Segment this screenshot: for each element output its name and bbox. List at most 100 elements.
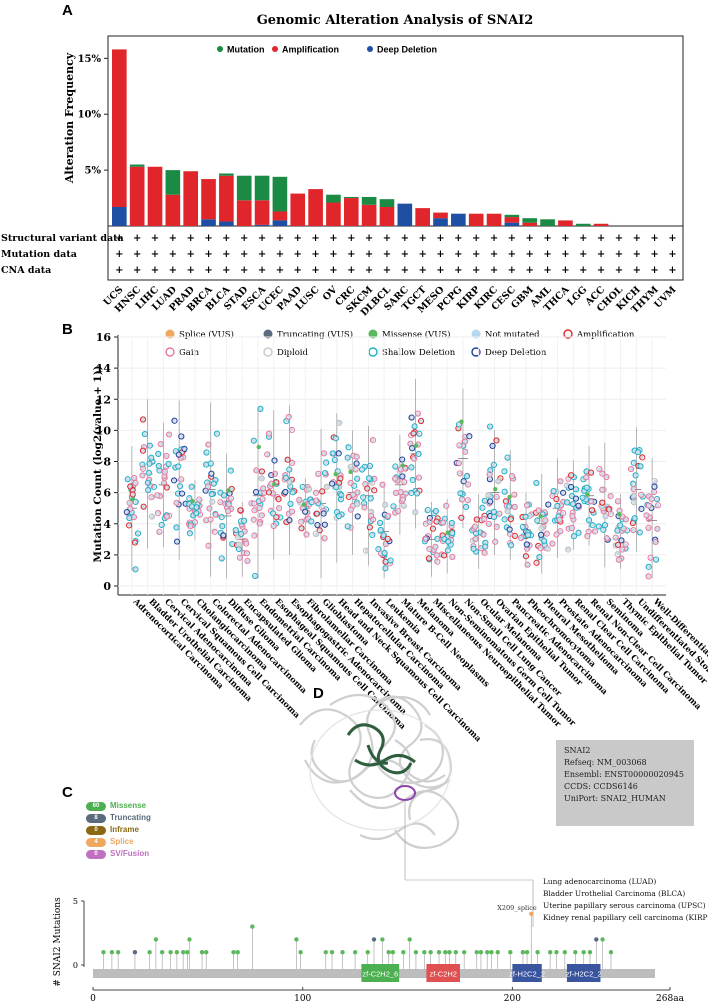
b-legend-swatch [563,329,573,339]
b-point-cna [540,537,548,544]
b-point-notmutated [570,514,575,519]
gene-info-box: SNAI2 Refseq: NM_003068 Ensembl: ENST000… [556,740,694,826]
b-point-cna [444,547,451,554]
b-point-cna [253,467,260,474]
b-point-cna [265,430,273,437]
b-ytick-label: 2 [103,549,111,562]
b-point-cna [493,523,500,530]
a-row-plus: + [508,265,516,276]
a-row-plus: + [508,233,516,244]
a-row-plus: + [294,265,302,276]
b-point-cna [157,441,164,448]
a-row-plus: + [650,265,658,276]
b-point-cna [654,502,662,509]
b-point-cna [614,551,621,558]
b-point-missense [538,514,543,519]
b-point-cna [487,467,494,474]
c-domain-label: zf-H2C2_2 [566,970,602,979]
a-bar-segment [361,196,377,205]
b-point-cna [375,546,382,553]
b-point-notmutated [288,502,293,507]
c-xtick-label: 0 [90,994,96,1004]
c-lollipop-head [529,911,534,916]
b-point-notmutated [545,546,550,552]
b-point-cna [227,467,234,474]
a-row-plus: + [472,233,480,244]
b-point-notmutated [353,461,359,466]
a-row-plus: + [401,233,409,244]
b-point-cna [362,547,370,554]
b-point-cna [462,503,470,510]
c-lollipop-head [390,950,396,955]
c-lollipop-head [413,950,419,955]
c-lollipop-head [180,950,186,955]
panel-a-data-rows: + + + + + + + + + + + + + + + + + + + + + + + + + + + + + + + + + + + + + + + +… [1,233,677,276]
b-point-cna [173,499,180,506]
c-lollipop-head [489,950,494,955]
c-lollipop-head [160,950,165,955]
b-point-cna [599,470,606,477]
b-point-cna [519,523,526,531]
b-point-cna [145,469,152,476]
panel-d: D [299,685,534,927]
b-point-cna [583,484,590,491]
a-row-plus: + [633,249,641,260]
a-row-plus: + [508,249,516,260]
b-point-cna [652,538,659,546]
a-row-plus: + [169,233,177,244]
a-row-plus: + [258,249,266,260]
c-lollipop-head [535,950,540,955]
b-point-notmutated [629,467,634,472]
b-point-cna [347,463,354,470]
b-point-cna [647,554,654,561]
b-point-missense [585,492,590,497]
b-point-missense [272,482,277,487]
b-legend-swatch [368,347,378,357]
b-point-cna [504,454,511,461]
b-point-missense [130,497,135,502]
c-legend-count: 0 [86,849,106,859]
a-row-plus: + [133,265,141,276]
b-point-cna [257,405,264,412]
b-point-cna [479,504,486,511]
b-point-cna [439,519,447,526]
b-point-notmutated [465,482,470,487]
b-point-cna [298,525,305,532]
b-point-cna [638,505,645,512]
b-point-cna [457,490,464,497]
b-point-cna [170,477,178,484]
c-legend-row: 60 Missense [86,800,151,812]
a-row-plus: + [597,249,605,260]
b-point-notmutated [156,451,161,457]
b-point-cna [284,456,291,463]
b-point-cna [285,413,292,421]
a-row-plus: + [240,233,248,244]
a-row-plus: + [311,233,319,244]
b-point-cna [557,478,564,485]
b-point-cna [632,472,639,479]
a-row-label: CNA data [1,265,51,276]
a-row-plus: + [115,265,123,276]
b-point-cna [298,518,305,525]
c-xtick-label: 100 [294,994,311,1004]
b-point-notmutated [471,546,477,552]
c-lollipop-head [524,950,530,955]
a-bar-segment [254,224,270,226]
a-row-plus: + [186,233,194,244]
a-bar-segment [129,166,145,226]
b-point-notmutated [203,462,209,467]
b-point-notmutated [615,527,620,533]
b-point-notmutated [618,538,624,544]
b-point-cna [501,488,508,495]
a-row-plus: + [490,265,498,276]
b-point-cna [252,572,259,580]
b-point-cna [131,474,138,482]
b-point-cna [211,528,218,535]
b-point-cna [408,464,415,471]
b-point-cna [127,505,134,512]
b-point-cna [312,530,319,538]
a-row-plus: + [115,233,123,244]
b-point-notmutated [584,484,590,490]
b-point-cna [583,474,590,481]
a-row-plus: + [543,233,551,244]
